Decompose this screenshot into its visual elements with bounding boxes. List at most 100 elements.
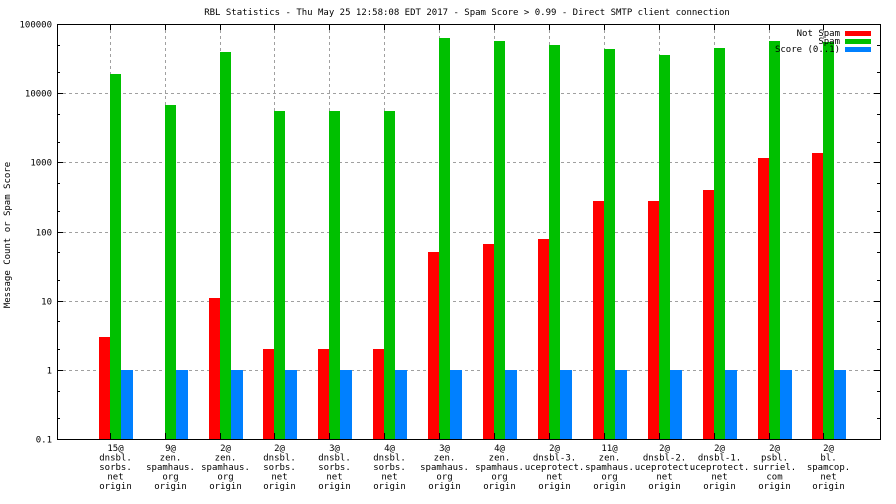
x-tick-label: spamhaus.: [420, 463, 469, 473]
x-tick-label: com: [766, 473, 782, 483]
x-tick-label: origin: [373, 482, 406, 492]
x-tick-label: origin: [428, 482, 461, 492]
y-tick-label: 100: [36, 229, 52, 239]
bar-score-0-1: [340, 370, 352, 439]
bars-layer: [99, 38, 846, 439]
x-tick-label: origin: [758, 482, 791, 492]
bar-not-spam: [593, 201, 604, 439]
y-tick-label: 100000: [19, 21, 52, 31]
x-tick-label: dnsbl-1.: [698, 454, 741, 464]
y-tick-labels: 100000 10000 1000 100 10 1 0.1: [19, 21, 52, 446]
x-tick-label: origin: [154, 482, 187, 492]
x-tick-label: 15@: [107, 444, 124, 454]
bar-spam: [220, 52, 231, 439]
bar-score-0-1: [834, 370, 846, 439]
x-tick-label: origin: [263, 482, 296, 492]
bar-spam: [165, 105, 176, 439]
x-tick-label: zen.: [215, 454, 237, 464]
x-tick-label: 2@: [220, 444, 231, 454]
y-tick-label: 1: [47, 367, 52, 377]
x-tick-label: origin: [538, 482, 571, 492]
x-tick-label: 4@: [384, 444, 395, 454]
x-tick-label: org: [601, 473, 617, 483]
bar-not-spam: [538, 239, 549, 439]
x-tick-label: org: [217, 473, 233, 483]
x-tick-label: spamhaus.: [475, 463, 524, 473]
bar-spam: [439, 38, 450, 439]
x-tick-label: 3@: [329, 444, 340, 454]
x-tick-label: org: [491, 473, 507, 483]
x-tick-label: spamhaus.: [146, 463, 195, 473]
x-tick-label: dnsbl-2.: [643, 454, 686, 464]
x-tick-label: sorbs.: [373, 463, 406, 473]
bar-spam: [769, 41, 780, 439]
bar-not-spam: [263, 349, 274, 439]
y-tick-label: 10000: [25, 90, 52, 100]
x-tick-label: 2@: [823, 444, 834, 454]
axes-layer: [57, 24, 881, 440]
x-tick-label: net: [381, 473, 397, 483]
x-tick-label: 2@: [274, 444, 285, 454]
bar-score-0-1: [450, 370, 462, 439]
bar-spam: [329, 111, 340, 439]
x-tick-label: dnsbl.: [99, 454, 132, 464]
x-tick-label: spamcop.: [807, 463, 850, 473]
x-tick-label: spamhaus.: [201, 463, 250, 473]
x-tick-label: sorbs.: [318, 463, 351, 473]
x-tick-label: zen.: [489, 454, 511, 464]
x-tick-label: origin: [318, 482, 351, 492]
x-tick-label: org: [162, 473, 178, 483]
bar-not-spam: [648, 201, 659, 439]
x-tick-label: dnsbl.: [318, 454, 351, 464]
x-tick-label: 11@: [601, 444, 618, 454]
x-tick-label: zen.: [434, 454, 456, 464]
bar-not-spam: [483, 244, 494, 439]
x-tick-label: bl.: [820, 454, 836, 464]
bar-score-0-1: [505, 370, 517, 439]
x-tick-label: origin: [812, 482, 845, 492]
bar-score-0-1: [231, 370, 243, 439]
x-tick-label: uceprotect.: [635, 463, 695, 473]
bar-score-0-1: [285, 370, 297, 439]
y-tick-label: 10: [41, 298, 52, 308]
bar-spam: [714, 48, 725, 439]
y-tick-label: 1000: [30, 159, 52, 169]
bar-score-0-1: [176, 370, 188, 439]
x-tick-label: net: [546, 473, 562, 483]
bar-spam: [110, 74, 121, 439]
bar-not-spam: [209, 298, 220, 439]
x-tick-label: uceprotect.: [525, 463, 585, 473]
x-tick-label: zen.: [599, 454, 621, 464]
x-tick-label: dnsbl-3.: [533, 454, 576, 464]
legend-label: Score (0..1): [775, 45, 840, 55]
x-tick-label: 3@: [439, 444, 450, 454]
x-tick-label: net: [656, 473, 672, 483]
bar-spam: [823, 42, 834, 439]
bar-not-spam: [373, 349, 384, 439]
bar-spam: [659, 55, 670, 439]
bar-spam: [549, 45, 560, 439]
x-tick-label: net: [271, 473, 287, 483]
x-tick-label: origin: [99, 482, 132, 492]
legend-label: Spam: [818, 37, 840, 47]
x-tick-label: origin: [703, 482, 736, 492]
x-tick-label: net: [107, 473, 123, 483]
x-tick-label: 2@: [714, 444, 725, 454]
bar-spam: [604, 49, 615, 439]
bar-score-0-1: [121, 370, 133, 439]
x-tick-label: net: [711, 473, 727, 483]
x-tick-label: org: [436, 473, 452, 483]
x-tick-label: dnsbl.: [373, 454, 406, 464]
x-tick-label: net: [820, 473, 836, 483]
x-tick-label: origin: [648, 482, 681, 492]
x-tick-label: origin: [209, 482, 242, 492]
x-tick-label: 2@: [659, 444, 670, 454]
x-tick-label: zen.: [160, 454, 182, 464]
legend-swatch: [845, 31, 871, 36]
x-tick-label: dnsbl.: [263, 454, 296, 464]
legend-swatch: [845, 47, 871, 52]
bar-score-0-1: [725, 370, 737, 439]
bar-spam: [384, 111, 395, 439]
